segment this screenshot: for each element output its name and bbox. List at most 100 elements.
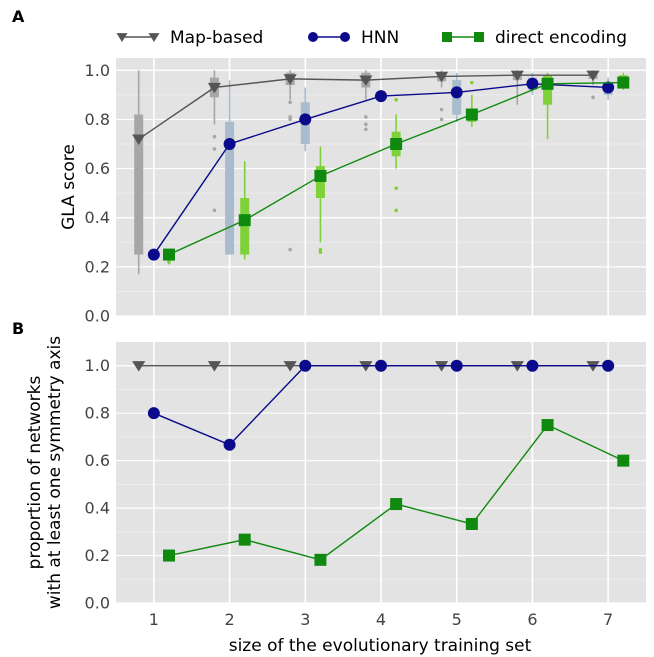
panel-b-point-direct-encoding [314, 553, 327, 566]
panel-a-outlier-map-based [212, 208, 217, 213]
panel-a-point-hnn [602, 81, 615, 94]
panel-a-point-map-based [434, 71, 449, 83]
legend-marker-left-direct-encoding [442, 32, 452, 42]
panel-a-y-axis-label: GLA score [59, 144, 79, 230]
panel-b-x-tick-label: 5 [452, 610, 462, 629]
panel-b: 0.0 0.2 0.4 0.6 0.8 1.0 1 2 3 4 5 6 7 proportion of n… [25, 336, 646, 629]
panel-a-point-hnn [299, 113, 312, 126]
panel-a-point-map-based [510, 70, 524, 82]
panel-a-point-direct-encoding [541, 77, 554, 90]
legend-marker-left-hnn [308, 32, 318, 42]
panel-a-y-tick-label: 0.8 [85, 110, 110, 129]
panel-a-outlier-map-based [439, 117, 444, 122]
panel-b-point-map-based [207, 361, 222, 372]
panel-a-box-direct-encoding [240, 198, 250, 255]
legend-label-hnn: HNN [361, 28, 399, 48]
panel-b-y-tick-label: 0.0 [85, 594, 110, 613]
panel-a: 0.0 0.2 0.4 0.6 0.8 1.0 GLA score [59, 58, 646, 326]
panel-a-outlier-map-based [364, 127, 368, 132]
panel-a-outlier-map-based [288, 117, 292, 122]
panel-b-y-tick-label: 0.2 [85, 546, 110, 565]
panel-a-outlier-map-based [136, 203, 141, 208]
panel-a-point-direct-encoding [390, 138, 403, 150]
legend-label-map-based: Map-based [170, 28, 263, 48]
panel-b-x-tick-label: 3 [300, 610, 310, 629]
legend-marker-left-map-based [116, 33, 128, 42]
panel-b-point-direct-encoding [541, 419, 554, 432]
panel-a-box-direct-encoding [315, 166, 325, 199]
panel-a-point-map-based [132, 134, 146, 146]
panel-a-outlier-direct-encoding [167, 260, 171, 264]
panel-b-point-direct-encoding [617, 454, 630, 467]
panel-a-y-tick-label: 0.0 [85, 307, 110, 326]
panel-b-point-map-based [283, 361, 297, 372]
panel-a-point-direct-encoding [314, 169, 327, 182]
panel-a-outlier-direct-encoding [470, 80, 474, 85]
panel-b-point-hnn [299, 359, 312, 372]
panel-a-outlier-map-based [591, 95, 595, 100]
panel-b-y-tick-label: 0.8 [85, 404, 110, 423]
panel-a-box-map-based [134, 114, 144, 255]
panel-a-point-direct-encoding [617, 76, 630, 89]
panel-a-outlier-direct-encoding [394, 186, 398, 191]
panel-a-letter: A [12, 7, 25, 26]
x-axis-label: size of the evolutionary training set [229, 636, 532, 656]
panel-b-y-axis-label: with at least one symmetry axis [45, 336, 65, 609]
panel-b-x-tick-label: 7 [603, 610, 613, 629]
panel-a-point-map-based [586, 70, 600, 82]
legend-marker-right-direct-encoding [474, 32, 484, 42]
panel-b-y-axis-label: proportion of networks [25, 376, 45, 570]
panel-b-point-direct-encoding [390, 498, 403, 511]
panel-b-x-tick-label: 1 [149, 610, 159, 629]
panel-b-y-tick-label: 1.0 [85, 356, 110, 375]
legend: Map-based HNN direct encoding [116, 28, 627, 48]
legend-label-direct-encoding: direct encoding [495, 28, 627, 48]
panel-a-outlier-map-based [439, 107, 444, 112]
panel-a-point-direct-encoding [465, 108, 478, 121]
panel-a-point-hnn [375, 90, 387, 103]
panel-b-x-tick-label: 2 [224, 610, 234, 629]
panel-a-point-hnn [223, 138, 236, 150]
panel-a-y-tick-label: 0.4 [85, 208, 110, 227]
panel-a-box-direct-encoding [543, 75, 553, 105]
panel-a-y-tick-label: 0.6 [85, 159, 110, 178]
panel-b-point-direct-encoding [163, 549, 175, 562]
panel-b-point-map-based [132, 361, 146, 372]
panel-a-outlier-map-based [288, 247, 292, 252]
panel-a-outlier-direct-encoding [318, 250, 323, 254]
legend-marker-right-map-based [148, 33, 160, 42]
panel-b-point-hnn [375, 359, 387, 372]
panel-a-outlier-map-based [212, 147, 217, 151]
panel-b-y-tick-label: 0.4 [85, 499, 110, 518]
panel-a-point-hnn [450, 86, 463, 99]
panel-b-x-tick-label: 4 [376, 610, 386, 629]
panel-a-y-tick-label: 1.0 [85, 61, 110, 80]
panel-a-point-direct-encoding [238, 214, 251, 227]
panel-b-point-direct-encoding [465, 517, 478, 530]
panel-b-point-hnn [450, 359, 463, 372]
panel-b-point-hnn [602, 359, 615, 372]
panel-b-point-hnn [526, 359, 539, 372]
panel-a-outlier-direct-encoding [394, 97, 398, 102]
panel-b-x-tick-label: 6 [527, 610, 537, 629]
panel-b-point-hnn [147, 407, 160, 420]
panel-a-point-map-based [359, 75, 373, 87]
panel-b-point-direct-encoding [238, 533, 251, 546]
panel-a-outlier-direct-encoding [394, 208, 398, 213]
panel-b-letter: B [12, 319, 24, 338]
panel-a-outlier-map-based [288, 100, 292, 105]
panel-a-point-hnn [147, 248, 160, 261]
panel-a-outlier-map-based [364, 122, 368, 127]
panel-b-point-hnn [223, 438, 236, 451]
panel-a-point-direct-encoding [163, 248, 175, 261]
panel-a-outlier-map-based [212, 134, 217, 139]
panel-b-y-tick-label: 0.6 [85, 451, 110, 470]
panel-a-point-map-based [207, 82, 222, 94]
panel-a-outlier-map-based [364, 115, 368, 119]
panel-a-y-tick-label: 0.2 [85, 257, 110, 276]
panel-a-box-hnn [225, 121, 235, 255]
legend-marker-right-hnn [340, 32, 350, 42]
panel-a-point-hnn [526, 77, 539, 90]
